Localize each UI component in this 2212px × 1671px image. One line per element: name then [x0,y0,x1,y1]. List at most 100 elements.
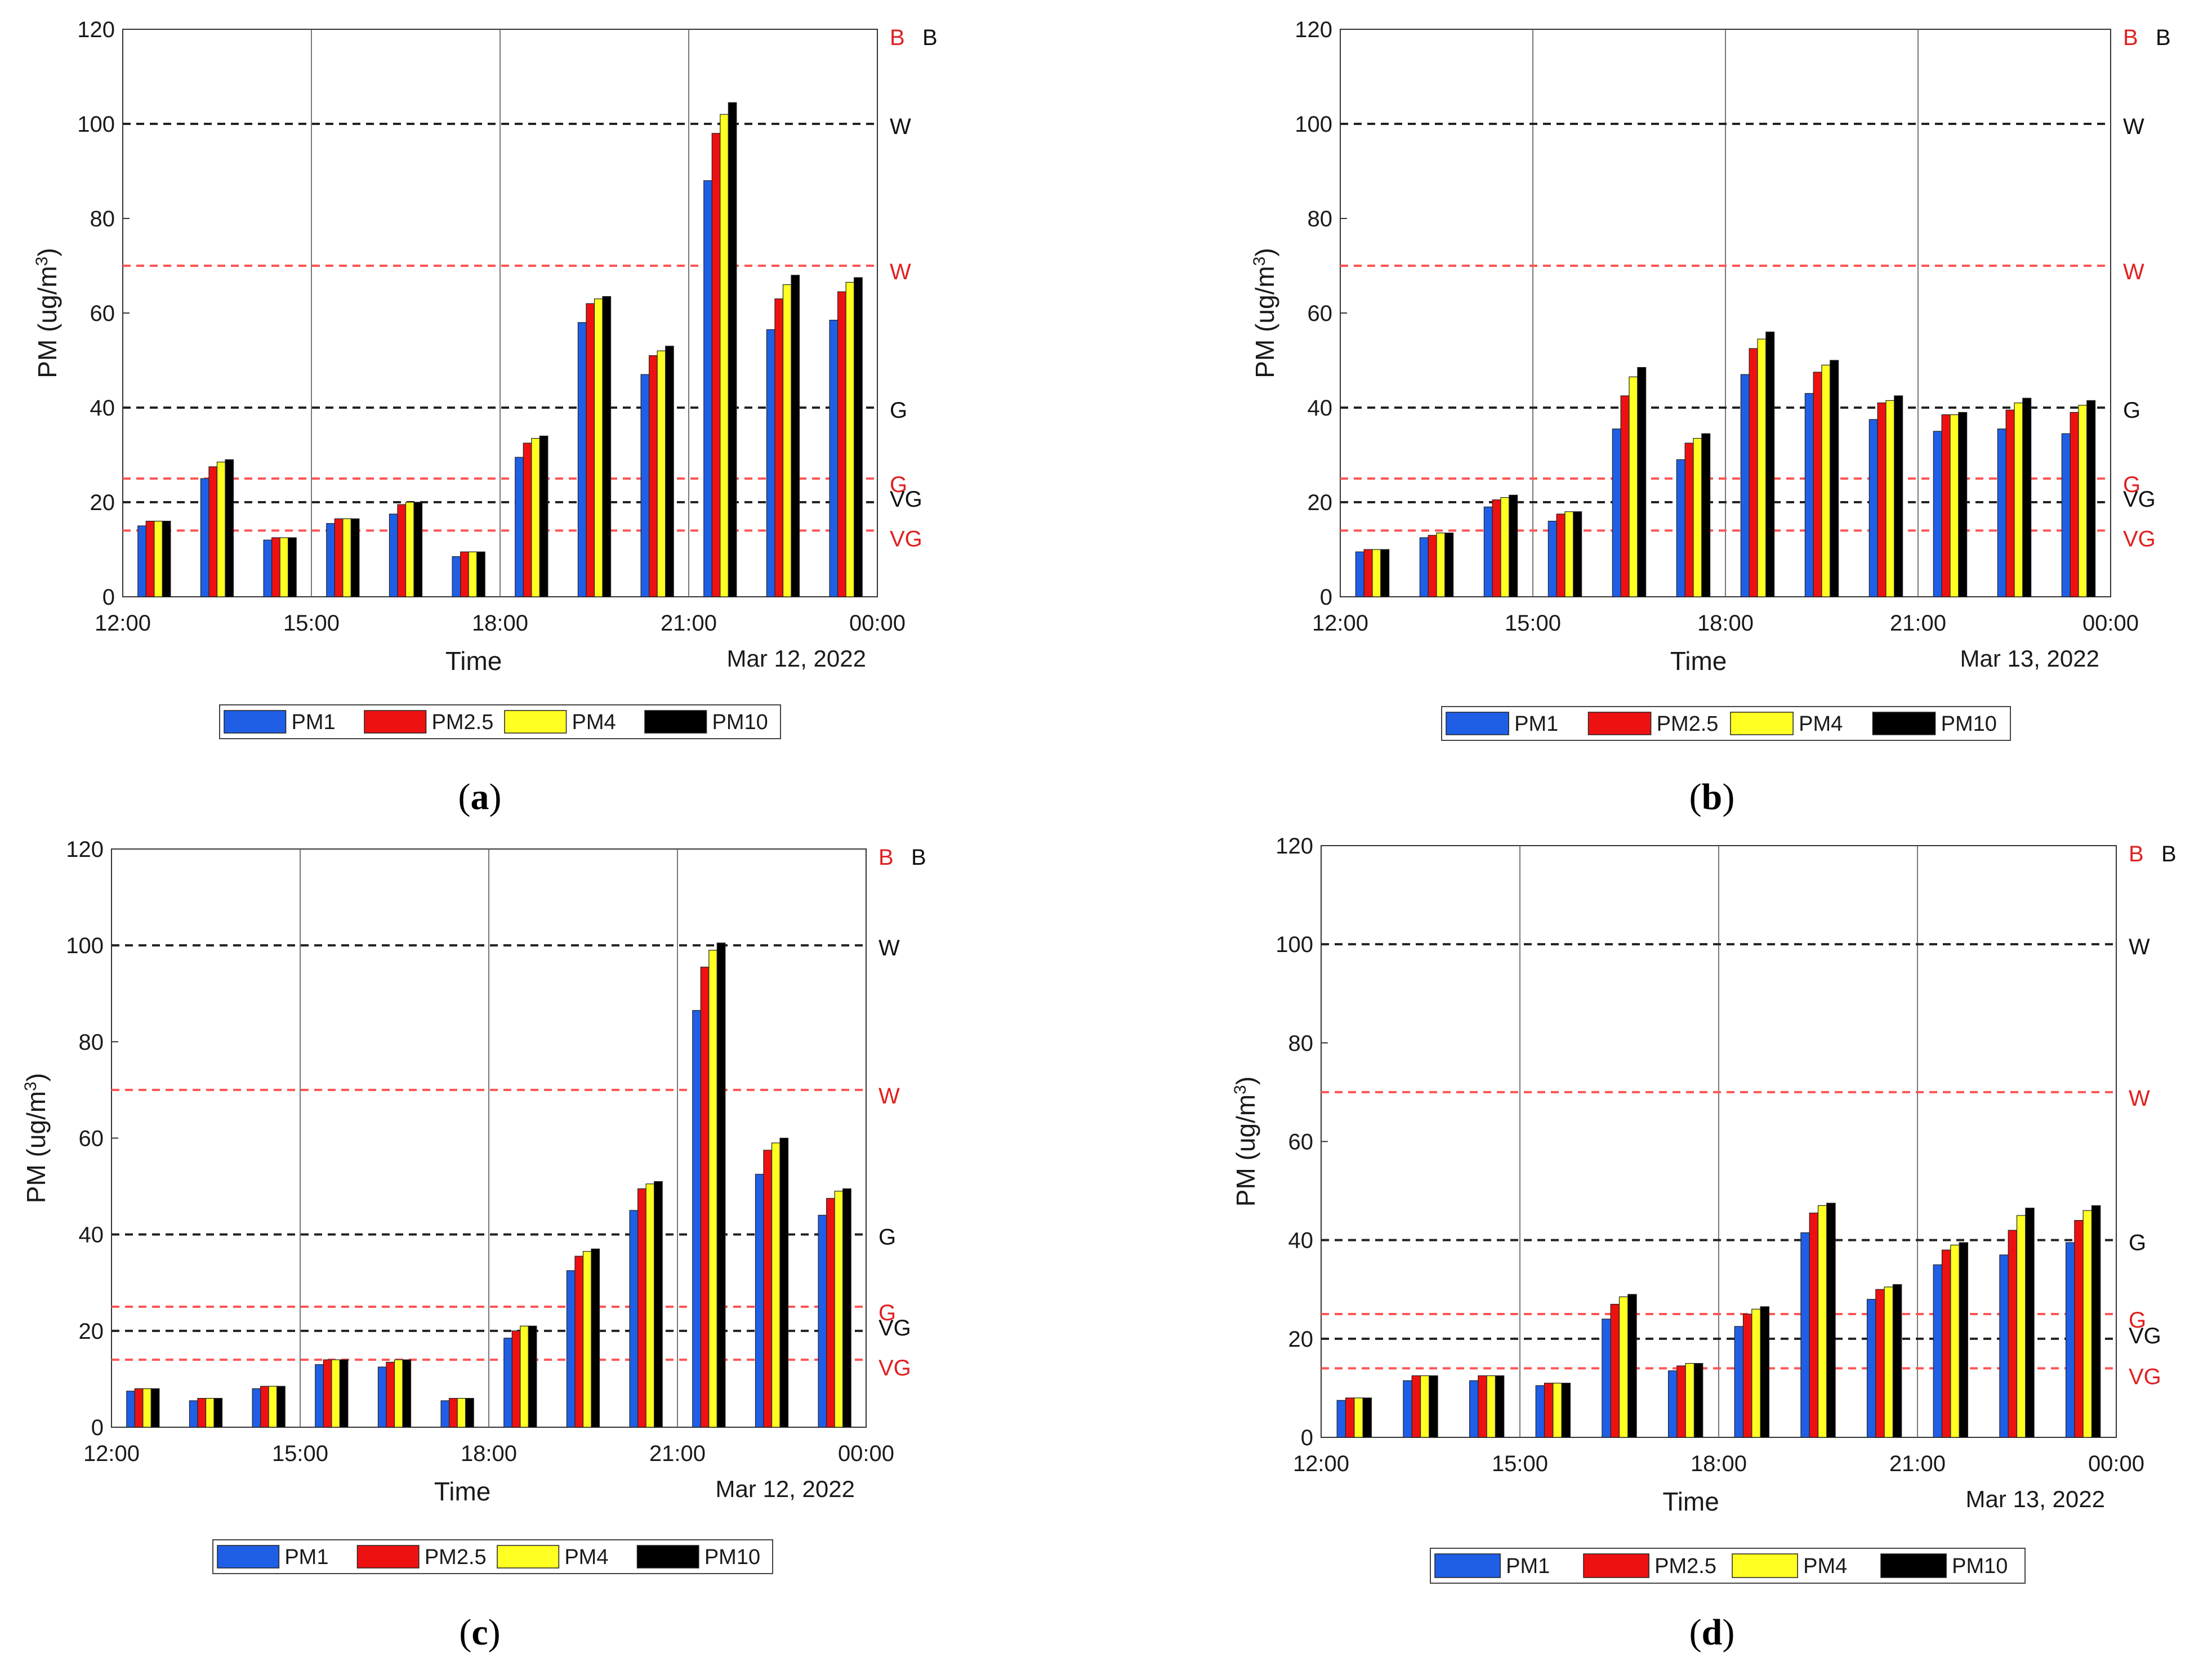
x-tick-label: 00:00 [838,1441,894,1466]
y-tick-label: 20 [1288,1327,1314,1352]
bar-pm10 [1380,549,1390,597]
bar-pm10 [350,518,360,597]
legend-label: PM2.5 [1654,1554,1716,1578]
y-tick-label: 40 [90,396,115,421]
bar-pm10 [1958,412,1968,597]
threshold-label: G [890,398,907,423]
legend-swatch-pm10 [644,710,707,734]
bar-pm10 [1894,395,1903,597]
bar-pm25 [1610,1303,1620,1438]
x-tick-label: 18:00 [472,611,528,636]
bar-pm25 [2008,1230,2018,1438]
threshold-label: VG [878,1316,911,1341]
y-tick-label: 80 [1288,1031,1314,1056]
y-tick-label: 100 [1276,932,1313,957]
bar-pm10 [2022,397,2032,597]
bar-pm4 [1618,1296,1629,1438]
bar-pm10 [716,942,726,1428]
y-axis-title-text: PM (ug/m3) [1250,248,1280,378]
threshold-label: W [2123,260,2144,284]
legend-label: PM1 [292,711,336,734]
y-axis-title: PM (ug/m3) [33,248,63,378]
legend-label: PM10 [1952,1554,2008,1578]
threshold-label: G [878,1225,896,1250]
bar-pm4 [1751,1308,1761,1438]
legend-swatch-pm4 [1732,1553,1798,1578]
x-tick-label: 21:00 [649,1441,706,1466]
legend-swatch-pm1 [217,1545,280,1569]
bar-pm4 [2016,1215,2026,1438]
x-axis-title: Time [434,1477,491,1506]
bar-pm10 [1561,1383,1571,1438]
caption-b: (b) [1689,776,1735,817]
bar-pm4 [1950,1244,1960,1438]
bar-pm1 [1535,1385,1545,1438]
legend-label: PM2.5 [432,711,494,734]
legend-swatch-pm25 [356,1545,420,1569]
legend-swatch-pm1 [224,710,287,734]
bar-pm10 [2086,400,2096,597]
threshold-label-b-black: B [922,25,938,50]
caption-c-letter: c [471,1612,488,1653]
bar-pm10 [1627,1294,1637,1438]
y-tick-label: 80 [1308,207,1333,231]
y-tick-label: 120 [1295,17,1332,42]
legend-label: PM4 [1799,712,1843,736]
y-tick-label: 120 [1276,834,1313,859]
threshold-label: VG [2129,1324,2161,1348]
bar-pm25 [1742,1313,1752,1438]
threshold-label-b-red: B [2123,25,2138,50]
legend-swatch-pm10 [636,1545,699,1569]
bar-pm10 [539,435,548,597]
y-tick-label: 120 [77,17,115,42]
threshold-label: G [2129,1308,2146,1333]
legend-label: PM1 [1514,712,1558,736]
bar-pm25 [1875,1289,1885,1438]
legend-label: PM10 [1941,712,1997,736]
x-tick-label: 15:00 [283,611,340,636]
caption-c: (c) [459,1612,501,1653]
threshold-label: W [2123,114,2144,139]
threshold-label-b-red: B [878,845,894,870]
bar-pm4 [2082,1210,2093,1438]
threshold-label: W [2129,1086,2150,1111]
bar-pm10 [1509,494,1518,597]
bar-pm25 [1345,1397,1355,1438]
bar-pm1 [1734,1326,1744,1438]
legend-label: PM1 [284,1545,328,1569]
bar-pm10 [476,551,485,597]
date-label: Mar 13, 2022 [1960,645,2100,672]
date-label: Mar 12, 2022 [727,645,867,672]
bar-pm10 [413,502,423,597]
threshold-label: VG [2129,1364,2161,1389]
bar-pm10 [1495,1375,1505,1438]
legend-swatch-pm10 [1880,1553,1947,1578]
y-tick-label: 40 [79,1223,104,1248]
y-tick-label: 0 [1320,585,1332,610]
legend-swatch-pm10 [1872,712,1936,735]
x-tick-label: 12:00 [1312,611,1368,636]
legend-swatch-pm4 [497,1545,560,1569]
bar-pm10 [842,1188,851,1428]
y-tick-label: 0 [1301,1426,1313,1450]
y-tick-label: 100 [66,933,104,958]
bar-pm10 [162,520,171,597]
threshold-label-b-red: B [2129,842,2144,866]
bar-pm1 [1866,1299,1876,1438]
bar-pm1 [1667,1370,1678,1438]
x-tick-label: 18:00 [1697,611,1754,636]
y-tick-label: 60 [1308,301,1333,326]
y-tick-label: 60 [1288,1130,1314,1155]
legend-swatch-pm25 [1583,1553,1649,1578]
bar-pm1 [1999,1254,2009,1438]
threshold-label: VG [2123,487,2156,512]
legend-label: PM1 [1506,1554,1550,1578]
y-tick-label: 100 [1295,112,1332,137]
bar-pm10 [1760,1306,1770,1438]
threshold-label: W [890,260,911,284]
x-tick-label: 12:00 [95,611,151,636]
y-tick-label: 80 [90,207,115,231]
bar-pm10 [150,1388,160,1428]
bar-pm4 [1486,1375,1496,1438]
